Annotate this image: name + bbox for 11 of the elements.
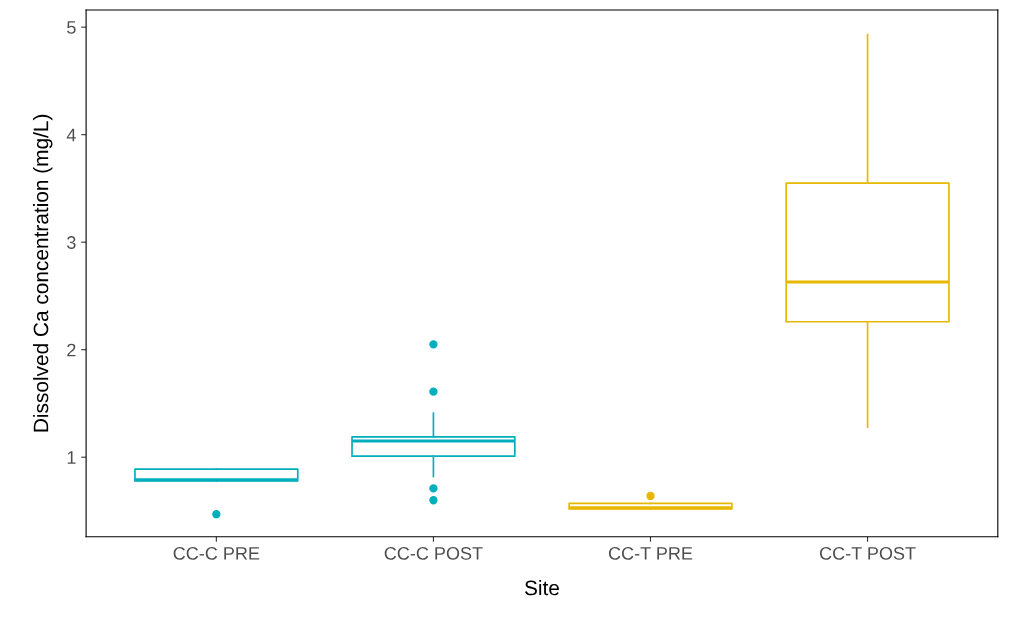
y-tick-label: 4 [66,128,76,142]
x-tick-label: CC-C POST [384,546,483,560]
y-tick-label: 1 [67,451,76,464]
y-tick-label: 2 [67,343,76,357]
y-axis-title: Dissolved Ca concentration (mg/L) [33,114,53,432]
y-tick-label: 3 [67,236,76,249]
x-tick-label: CC-T PRE [608,546,693,560]
x-axis-title: Site [524,580,559,596]
x-tick-label: CC-C PRE [173,546,260,560]
y-tick-label: 5 [67,21,76,34]
x-tick-label: CC-T POST [819,546,916,560]
